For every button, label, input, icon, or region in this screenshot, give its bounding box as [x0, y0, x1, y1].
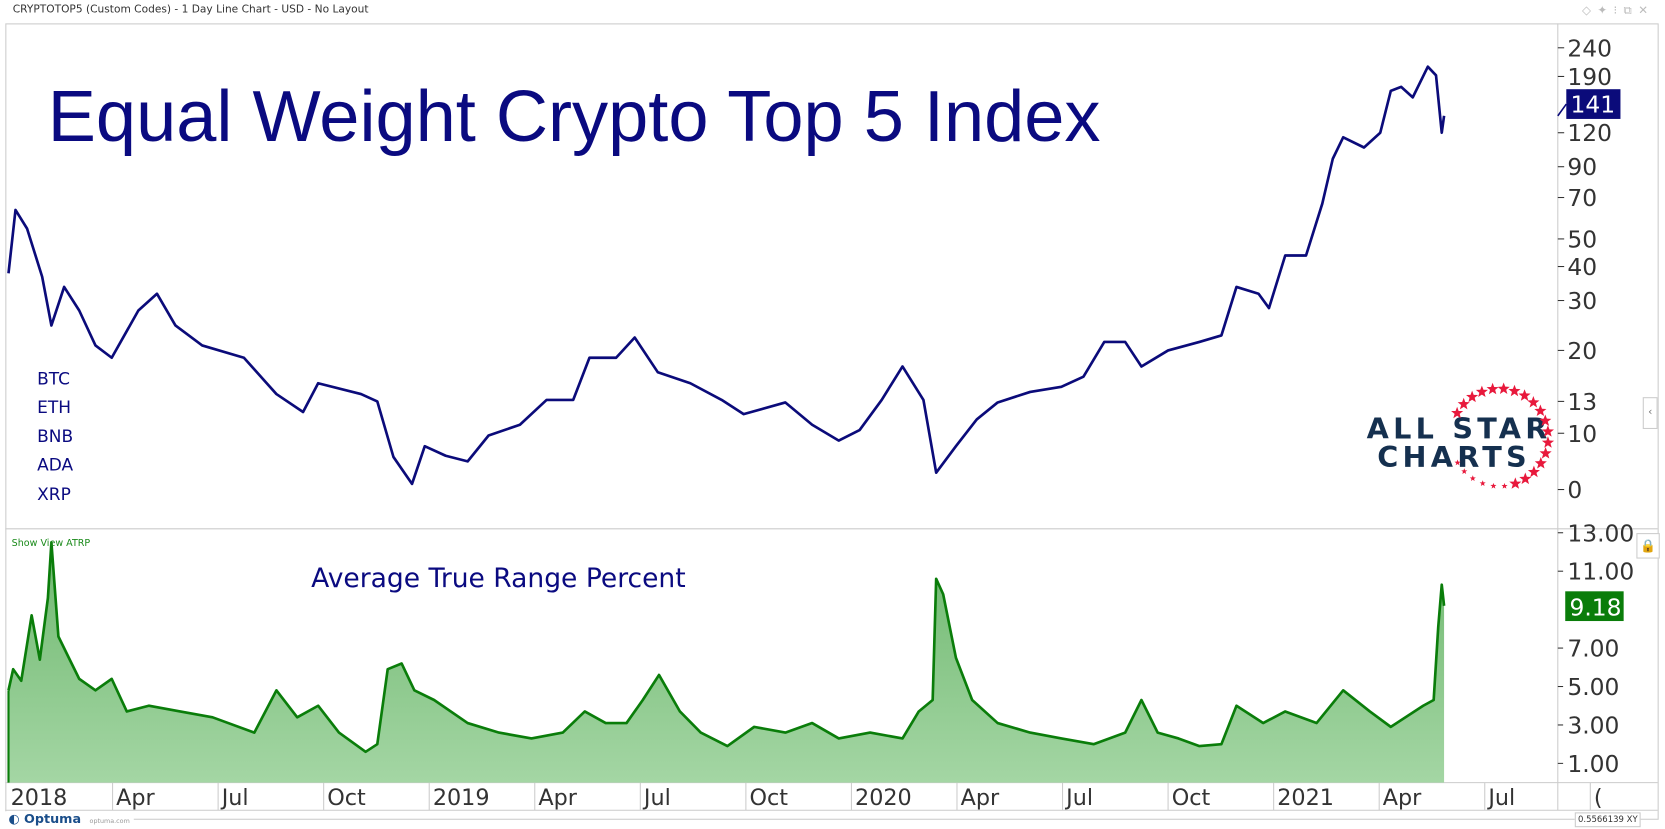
atrp-y-tick-label: 5.00	[1567, 673, 1619, 701]
y-tick-label: 13	[1567, 388, 1597, 416]
x-tick-label: 2018	[11, 785, 68, 811]
y-tick-label: 10	[1567, 420, 1597, 448]
price-line	[7, 65, 1446, 486]
x-tick-label: Jul	[642, 785, 671, 811]
logo-star-icon	[1534, 404, 1547, 417]
last-atrp-label: 9.18	[1569, 594, 1621, 622]
last-price-pointer	[1557, 103, 1567, 117]
x-tick-label: 2019	[433, 785, 490, 811]
y-tick-label: 70	[1567, 184, 1597, 212]
logo-star-icon	[1479, 480, 1486, 487]
y-tick-label: 50	[1567, 225, 1597, 253]
x-tick-label: Apr	[961, 785, 1000, 811]
logo-star-icon	[1509, 477, 1522, 489]
coordinate-readout: 0.5566139 XY	[1574, 812, 1641, 828]
x-tick-label: Jul	[220, 785, 249, 811]
logo-star-icon	[1527, 465, 1540, 478]
x-tick-label: Apr	[116, 785, 155, 811]
chart-title: Equal Weight Crypto Top 5 Index	[48, 77, 1101, 157]
logo-star-icon	[1454, 459, 1461, 466]
logo-star-icon	[1534, 457, 1547, 469]
y-tick-label: 30	[1567, 287, 1597, 315]
legend-symbols: BTC ETH BNB ADA XRP	[37, 369, 73, 505]
x-tick-label: Jul	[1486, 785, 1515, 811]
atrp-panel: 13.00 11.00 7.00 5.00 3.00 1.00 9.18	[7, 519, 1634, 783]
logo-star-icon	[1466, 390, 1479, 403]
x-tick-label: Oct	[749, 785, 788, 811]
logo-line1: ALL STAR	[1367, 412, 1552, 446]
legend-bnb: BNB	[37, 427, 73, 447]
last-atrp-badge	[1565, 591, 1624, 622]
logo-star-icon	[1490, 482, 1497, 489]
logo-star-icon	[1527, 395, 1540, 408]
window-controls[interactable]: ◇✦⁝⧉✕	[1582, 3, 1654, 18]
logo-star-icon	[1541, 425, 1554, 437]
window-title: CRYPTOTOP5 (Custom Codes) - 1 Day Line C…	[12, 4, 369, 16]
logo-star-icon	[1519, 472, 1532, 485]
optuma-logo: ◐ Optuma optuma.com	[4, 811, 135, 829]
more-icon[interactable]: ⁝	[1613, 3, 1624, 17]
y-tick-label: 40	[1567, 253, 1597, 281]
legend-eth: ETH	[37, 398, 71, 418]
logo-star-icon	[1451, 406, 1464, 419]
lock-icon[interactable]: 🔒	[1636, 533, 1660, 559]
y-tick-label: 190	[1567, 63, 1612, 91]
atrp-title: Average True Range Percent	[311, 563, 686, 594]
brand-name: Optuma	[24, 811, 82, 827]
logo-star-icon	[1539, 447, 1552, 459]
logo-star-icon	[1497, 382, 1510, 394]
atrp-y-tick-label: 7.00	[1567, 635, 1619, 663]
logo-star-icon	[1461, 468, 1468, 475]
y-tick-label: 0	[1567, 476, 1582, 504]
logo-star-icon	[1518, 389, 1531, 401]
y-tick-label: 240	[1567, 34, 1612, 62]
x-tick-label: Oct	[327, 785, 366, 811]
x-tick-label: 2021	[1277, 785, 1334, 811]
last-price-badge	[1566, 89, 1621, 119]
logo-star-icon	[1486, 382, 1499, 395]
legend-xrp: XRP	[37, 485, 71, 505]
show-view-label[interactable]: Show View ATRP	[12, 538, 91, 549]
logo-star-icon	[1469, 475, 1476, 482]
atrp-y-tick-label: 11.00	[1567, 558, 1634, 586]
x-tick-label: Apr	[538, 785, 577, 811]
logo-line2: CHARTS	[1377, 440, 1531, 474]
legend-btc: BTC	[37, 369, 70, 389]
x-tick-label: Apr	[1383, 785, 1422, 811]
xy-toggle[interactable]: XY	[1626, 814, 1638, 825]
logo-star-icon	[1501, 482, 1508, 489]
atrp-y-tick-label: 13.00	[1567, 519, 1634, 547]
diamond-icon[interactable]: ◇	[1581, 3, 1598, 17]
pin-icon[interactable]: ✦	[1597, 3, 1614, 17]
atrp-line	[7, 541, 1446, 754]
logo-star-icon	[1475, 385, 1488, 398]
atrp-y-tick-label: 1.00	[1567, 750, 1619, 778]
atrp-area	[8, 542, 1445, 783]
logo-star-icon	[1539, 414, 1552, 426]
logo-star-icon	[1508, 384, 1521, 397]
atrp-y-tick-label: 3.00	[1567, 711, 1619, 739]
restore-icon[interactable]: ⧉	[1623, 3, 1639, 17]
chart-frame	[5, 23, 1659, 820]
y-tick-label: 90	[1567, 153, 1597, 181]
all-star-charts-logo: ALL STAR CHARTS	[1367, 382, 1555, 489]
close-icon[interactable]: ✕	[1638, 3, 1655, 17]
legend-ada: ADA	[37, 455, 73, 475]
x-tick-label: 2020	[855, 785, 912, 811]
collapse-panel-button[interactable]: ‹	[1642, 397, 1658, 430]
last-price-label: 141	[1571, 91, 1616, 119]
x-tick-label: Oct	[1172, 785, 1211, 811]
y-tick-label: 20	[1567, 337, 1597, 365]
y-tick-label: 120	[1567, 119, 1612, 147]
x-tick-label: Jul	[1064, 785, 1093, 811]
x-axis: 2018 Apr Jul Oct 2019 Apr Jul Oct 2020 Apr Jul Oct 2…	[11, 782, 1603, 811]
brand-site: optuma.com	[89, 817, 130, 826]
logo-star-icon	[1541, 436, 1555, 448]
coord-value: 0.5566139	[1577, 814, 1624, 825]
x-tick-label: (	[1594, 785, 1603, 811]
logo-star-icon	[1457, 397, 1470, 410]
